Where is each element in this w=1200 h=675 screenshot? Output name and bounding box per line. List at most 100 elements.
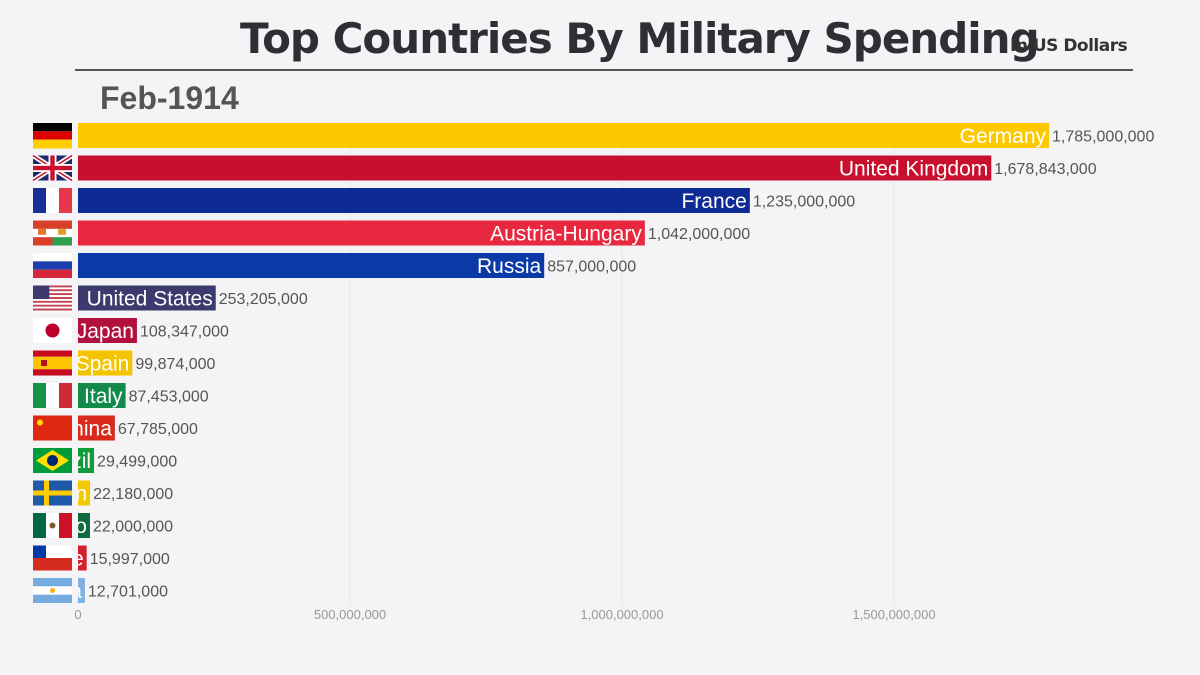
flag-part <box>33 289 72 292</box>
bar-value-label: 22,000,000 <box>93 519 173 536</box>
flag-part <box>33 545 46 558</box>
bar-value-label: 67,785,000 <box>118 421 198 438</box>
bar-row: Chile 15,997,000 <box>33 545 170 571</box>
flag-part <box>46 383 59 408</box>
flag-part <box>33 131 72 140</box>
bar-value-label: 253,205,000 <box>219 291 308 308</box>
x-tick-label: 0 <box>74 607 81 622</box>
flag-part <box>33 220 72 229</box>
bar-value-label: 15,997,000 <box>90 551 170 568</box>
bar <box>78 285 216 311</box>
bar-row: China 67,785,000 <box>33 415 198 441</box>
flag-part <box>38 228 46 235</box>
chile-flag-icon <box>33 545 72 571</box>
flag-part <box>59 188 72 213</box>
x-tick-label: 500,000,000 <box>314 607 386 622</box>
flag-part <box>47 455 58 466</box>
flag-part <box>33 300 72 303</box>
bar-value-label: 1,042,000,000 <box>648 226 750 243</box>
brazil-flag-icon <box>33 448 72 473</box>
period-label: Feb-1914 <box>100 80 239 116</box>
bar-row: Austria-Hungary 1,042,000,000 <box>33 220 750 246</box>
bar <box>78 123 1050 148</box>
bar-value-label: 87,453,000 <box>129 389 209 406</box>
bar <box>78 480 91 506</box>
bar-value-label: 1,785,000,000 <box>1052 129 1154 146</box>
chart-subtitle: In US Dollars <box>1010 36 1128 56</box>
flag-part <box>45 323 60 338</box>
x-tick-label: 1,500,000,000 <box>852 607 935 622</box>
flag-part <box>33 369 72 376</box>
flag-part <box>59 513 72 538</box>
argentina-flag-icon <box>33 578 72 603</box>
flag-part <box>33 293 72 296</box>
flag-part <box>49 522 56 529</box>
flag-part <box>33 285 50 299</box>
flag-part <box>33 188 46 213</box>
bar <box>78 318 137 343</box>
bar-row: Spain 99,874,000 <box>33 350 216 376</box>
bar <box>78 448 95 473</box>
bar-row: Sweden 22,180,000 <box>33 480 173 506</box>
bar-name-label: Austria-Hungary <box>490 223 642 246</box>
germany-flag-icon <box>33 123 72 149</box>
flag-part <box>33 304 72 307</box>
flag-part <box>33 383 46 408</box>
russia-flag-icon <box>33 253 72 278</box>
bar-name-label: Germany <box>960 125 1047 148</box>
bar <box>78 383 126 408</box>
flag-part <box>33 578 72 587</box>
flag-part <box>33 513 46 538</box>
flag-part <box>33 558 72 571</box>
bar-value-label: 108,347,000 <box>140 324 229 341</box>
bar-row: United States 253,205,000 <box>33 285 308 313</box>
bar-name-label: China <box>57 418 112 441</box>
flag-part <box>33 356 72 370</box>
bar-value-label: 22,180,000 <box>93 486 173 503</box>
bar-name-label: Russia <box>477 255 542 278</box>
bar-row: Russia 857,000,000 <box>33 253 636 278</box>
flag-part <box>33 291 72 294</box>
bar-row: Argentina 12,701,000 <box>0 578 168 603</box>
bar-row: Mexico 22,000,000 <box>33 513 173 538</box>
bar <box>78 350 133 376</box>
flag-part <box>33 285 72 288</box>
flag-part <box>33 490 72 496</box>
bar-name-label: France <box>681 190 746 213</box>
bar <box>78 578 85 603</box>
chart-title: Top Countries By Military Spending <box>240 14 1040 63</box>
flag-part <box>33 415 72 441</box>
flag-part <box>33 298 72 301</box>
bar-value-label: 12,701,000 <box>88 584 168 601</box>
flag-part <box>33 237 53 246</box>
flag-part <box>33 165 72 171</box>
bar-row: France 1,235,000,000 <box>33 188 855 213</box>
flag-part <box>33 297 72 299</box>
flag-part <box>52 237 72 246</box>
bar-name-label: United Kingdom <box>839 158 988 181</box>
bar <box>78 545 87 571</box>
bar-name-label: Italy <box>84 385 123 408</box>
bar-value-label: 1,235,000,000 <box>753 194 855 211</box>
usa-flag-icon <box>33 285 72 313</box>
title-divider <box>75 69 1133 71</box>
flag-part <box>46 188 59 213</box>
italy-flag-icon <box>33 383 72 408</box>
flag-part <box>33 287 72 290</box>
bar-name-label: Argentina <box>0 580 82 603</box>
flag-part <box>33 350 72 357</box>
bar-name-label: Chile <box>36 548 84 571</box>
spain-flag-icon <box>33 350 72 376</box>
bar <box>78 220 645 246</box>
uk-flag-icon <box>31 153 74 183</box>
bar-value-label: 29,499,000 <box>97 454 177 471</box>
japan-flag-icon <box>33 318 72 343</box>
flag-part <box>50 588 55 593</box>
bar-name-label: Brazil <box>39 450 92 473</box>
austria-hungary-flag-icon <box>33 220 72 246</box>
flag-part <box>33 139 72 149</box>
bar <box>78 155 992 181</box>
bar-row: Germany 1,785,000,000 <box>33 123 1154 149</box>
bar-name-label: Spain <box>76 353 130 376</box>
